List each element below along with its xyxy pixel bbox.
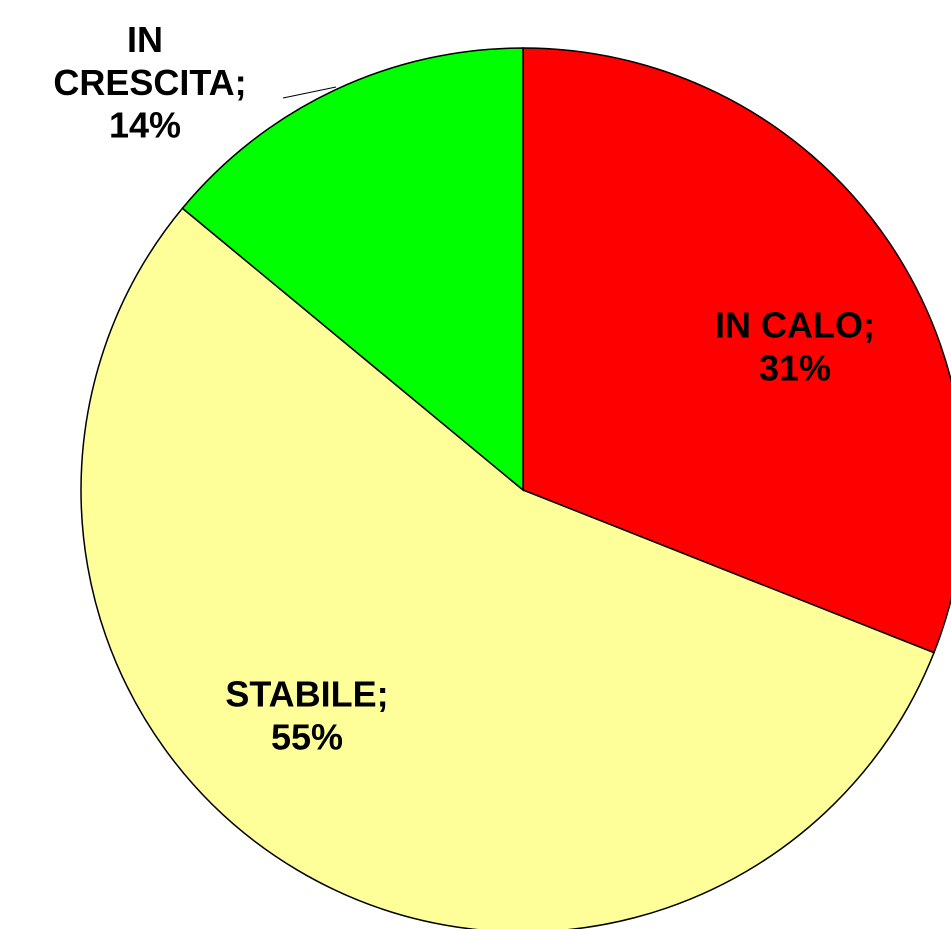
slice-label: IN CALO; <box>715 305 875 346</box>
pie-slice <box>181 47 524 492</box>
slice-label: IN CRESCITA; <box>43 19 246 103</box>
value-label: 14% <box>109 105 181 146</box>
pie-slice <box>80 207 935 929</box>
slice-label: STABILE; <box>225 674 388 715</box>
pie-slice <box>522 47 951 654</box>
value-label: 55% <box>271 717 343 758</box>
leader-line <box>282 86 337 99</box>
slices <box>80 47 951 929</box>
value-label: 31% <box>759 348 831 389</box>
